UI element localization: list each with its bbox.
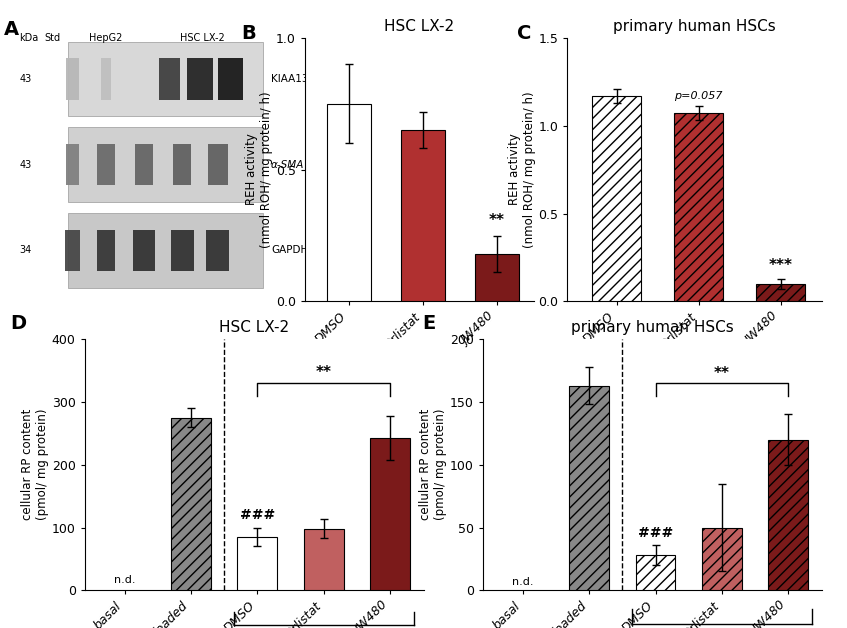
- Bar: [218, 58, 243, 99]
- Y-axis label: cellular RP content
(pmol/ mg protein): cellular RP content (pmol/ mg protein): [21, 409, 49, 521]
- Text: E: E: [422, 314, 435, 333]
- Bar: [170, 230, 193, 271]
- Bar: [327, 104, 371, 301]
- Title: HSC LX-2: HSC LX-2: [385, 19, 454, 34]
- Bar: [208, 144, 228, 185]
- Bar: [171, 418, 211, 590]
- Bar: [68, 41, 263, 116]
- Text: ###: ###: [638, 526, 673, 540]
- Bar: [474, 254, 519, 301]
- Text: D: D: [10, 314, 26, 333]
- Text: **: **: [714, 365, 730, 381]
- Bar: [756, 284, 805, 301]
- Text: n.d.: n.d.: [512, 577, 534, 587]
- Text: 34: 34: [19, 246, 31, 256]
- Bar: [68, 213, 263, 288]
- Text: p=0.057: p=0.057: [674, 91, 722, 101]
- Title: HSC LX-2: HSC LX-2: [219, 320, 289, 335]
- Title: primary human HSCs: primary human HSCs: [613, 19, 776, 34]
- Bar: [65, 230, 80, 271]
- Bar: [66, 144, 80, 185]
- Text: HepG2: HepG2: [89, 33, 123, 43]
- Bar: [101, 58, 111, 99]
- Y-axis label: REH activity
(nmol ROH/ mg protein/ h): REH activity (nmol ROH/ mg protein/ h): [245, 91, 273, 248]
- Text: α-SMA: α-SMA: [271, 160, 304, 170]
- Y-axis label: cellular RP content
(pmol/ mg protein): cellular RP content (pmol/ mg protein): [419, 409, 447, 521]
- Bar: [592, 95, 641, 301]
- Text: HSC LX-2: HSC LX-2: [180, 33, 224, 43]
- Bar: [97, 144, 115, 185]
- Text: C: C: [517, 24, 531, 43]
- Text: KIAA1363: KIAA1363: [271, 74, 322, 84]
- Bar: [97, 230, 115, 271]
- Text: A: A: [4, 19, 19, 38]
- Bar: [136, 144, 152, 185]
- Title: primary human HSCs: primary human HSCs: [571, 320, 734, 335]
- Text: ***: ***: [768, 258, 793, 273]
- Text: 43: 43: [19, 74, 31, 84]
- Bar: [304, 529, 344, 590]
- Bar: [187, 58, 213, 99]
- Bar: [159, 58, 180, 99]
- Text: ###: ###: [240, 509, 275, 522]
- Text: Std: Std: [44, 33, 61, 43]
- Text: GAPDH: GAPDH: [271, 246, 308, 256]
- Text: kDa: kDa: [19, 33, 39, 43]
- Text: **: **: [489, 213, 505, 227]
- Bar: [569, 386, 609, 590]
- Bar: [133, 230, 156, 271]
- Bar: [68, 127, 263, 202]
- Bar: [207, 230, 229, 271]
- Bar: [674, 113, 723, 301]
- Bar: [370, 438, 410, 590]
- Bar: [173, 144, 191, 185]
- Text: 43: 43: [19, 160, 31, 170]
- Bar: [768, 440, 808, 590]
- Bar: [66, 58, 80, 99]
- Bar: [237, 537, 277, 590]
- Text: **: **: [316, 365, 332, 380]
- Bar: [702, 528, 742, 590]
- Y-axis label: REH activity
(nmol ROH/ mg protein/ h): REH activity (nmol ROH/ mg protein/ h): [507, 91, 535, 248]
- Text: n.d.: n.d.: [113, 575, 136, 585]
- Bar: [635, 555, 675, 590]
- Bar: [401, 130, 445, 301]
- Text: B: B: [241, 24, 256, 43]
